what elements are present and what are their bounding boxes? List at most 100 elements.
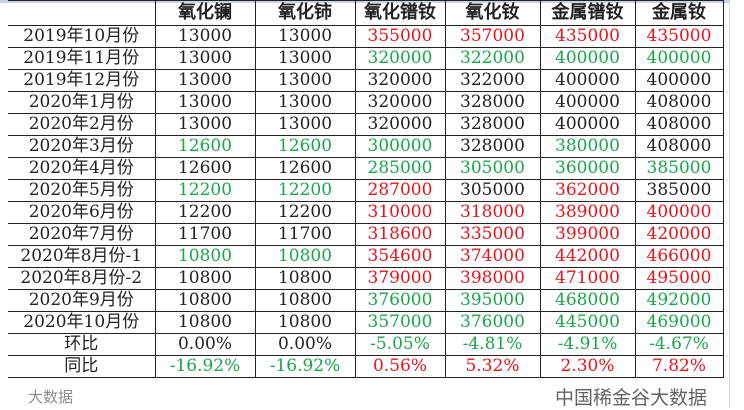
price-cell[interactable]: -4.67% xyxy=(634,333,724,356)
price-cell[interactable]: 10800 xyxy=(254,311,356,334)
price-cell[interactable]: 12200 xyxy=(154,179,256,202)
row-label[interactable]: 2020年8月份-2 xyxy=(8,267,156,290)
price-cell[interactable]: 471000 xyxy=(539,267,636,290)
row-label[interactable]: 2020年1月份 xyxy=(8,91,156,114)
row-label[interactable]: 2020年10月份 xyxy=(8,311,156,334)
price-cell[interactable]: 389000 xyxy=(539,201,636,224)
price-cell[interactable]: 376000 xyxy=(354,289,446,312)
column-header[interactable]: 氧化镧 xyxy=(154,0,256,26)
price-cell[interactable]: 400000 xyxy=(539,69,636,92)
price-cell[interactable]: 13000 xyxy=(154,69,256,92)
price-cell[interactable]: 320000 xyxy=(354,69,446,92)
column-header[interactable]: 氧化镨钕 xyxy=(354,0,446,26)
price-cell[interactable]: 399000 xyxy=(539,223,636,246)
price-cell[interactable]: 0.00% xyxy=(254,333,356,356)
price-cell[interactable]: 320000 xyxy=(354,47,446,70)
price-cell[interactable]: 322000 xyxy=(444,47,541,70)
price-cell[interactable]: 10800 xyxy=(154,245,256,268)
price-cell[interactable]: -16.92% xyxy=(254,355,356,378)
price-cell[interactable]: 355000 xyxy=(354,25,446,48)
price-cell[interactable]: 12200 xyxy=(254,179,356,202)
price-cell[interactable]: 13000 xyxy=(154,91,256,114)
price-cell[interactable]: 328000 xyxy=(444,91,541,114)
price-cell[interactable]: 495000 xyxy=(634,267,724,290)
price-cell[interactable]: 357000 xyxy=(354,311,446,334)
price-cell[interactable]: 400000 xyxy=(539,47,636,70)
price-cell[interactable]: 10800 xyxy=(254,245,356,268)
column-header[interactable]: 金属镨钕 xyxy=(539,0,636,26)
price-cell[interactable]: 408000 xyxy=(634,113,724,136)
price-cell[interactable]: 12600 xyxy=(254,157,356,180)
price-cell[interactable]: 287000 xyxy=(354,179,446,202)
price-cell[interactable]: 360000 xyxy=(539,157,636,180)
row-label[interactable]: 2020年8月份-1 xyxy=(8,245,156,268)
price-cell[interactable]: 354600 xyxy=(354,245,446,268)
price-cell[interactable]: 385000 xyxy=(634,157,724,180)
price-cell[interactable]: 445000 xyxy=(539,311,636,334)
price-cell[interactable]: 379000 xyxy=(354,267,446,290)
price-cell[interactable]: 7.82% xyxy=(634,355,724,378)
price-cell[interactable]: 10800 xyxy=(154,311,256,334)
price-cell[interactable]: 11700 xyxy=(254,223,356,246)
price-cell[interactable]: 357000 xyxy=(444,25,541,48)
price-cell[interactable]: 466000 xyxy=(634,245,724,268)
row-label[interactable]: 2020年9月份 xyxy=(8,289,156,312)
price-cell[interactable]: 10800 xyxy=(254,267,356,290)
price-cell[interactable]: -16.92% xyxy=(154,355,256,378)
price-cell[interactable]: 285000 xyxy=(354,157,446,180)
price-cell[interactable]: 12600 xyxy=(254,135,356,158)
price-cell[interactable]: 13000 xyxy=(154,47,256,70)
row-label[interactable]: 2019年10月份 xyxy=(8,25,156,48)
price-cell[interactable]: 408000 xyxy=(634,91,724,114)
price-cell[interactable]: 12600 xyxy=(154,135,256,158)
column-header[interactable]: 氧化钕 xyxy=(444,0,541,26)
price-cell[interactable]: 320000 xyxy=(354,91,446,114)
row-label[interactable]: 同比 xyxy=(8,355,156,378)
column-header[interactable]: 金属钕 xyxy=(634,0,724,26)
price-cell[interactable]: 376000 xyxy=(444,311,541,334)
row-label[interactable]: 2020年6月份 xyxy=(8,201,156,224)
price-cell[interactable]: 0.56% xyxy=(354,355,446,378)
price-cell[interactable]: 335000 xyxy=(444,223,541,246)
price-cell[interactable]: 318000 xyxy=(444,201,541,224)
price-cell[interactable]: 13000 xyxy=(154,25,256,48)
price-cell[interactable]: 442000 xyxy=(539,245,636,268)
price-cell[interactable]: 10800 xyxy=(154,289,256,312)
price-cell[interactable]: 10800 xyxy=(154,267,256,290)
price-cell[interactable]: 0.00% xyxy=(154,333,256,356)
price-cell[interactable]: 305000 xyxy=(444,179,541,202)
column-header[interactable] xyxy=(8,0,156,26)
price-cell[interactable]: 5.32% xyxy=(444,355,541,378)
price-cell[interactable]: 398000 xyxy=(444,267,541,290)
price-cell[interactable]: 305000 xyxy=(444,157,541,180)
price-cell[interactable]: 492000 xyxy=(634,289,724,312)
row-label[interactable]: 2020年4月份 xyxy=(8,157,156,180)
price-cell[interactable]: 310000 xyxy=(354,201,446,224)
price-cell[interactable]: 435000 xyxy=(539,25,636,48)
price-cell[interactable]: 469000 xyxy=(634,311,724,334)
price-cell[interactable]: 380000 xyxy=(539,135,636,158)
price-cell[interactable]: 435000 xyxy=(634,25,724,48)
row-label[interactable]: 2020年2月份 xyxy=(8,113,156,136)
price-cell[interactable]: 468000 xyxy=(539,289,636,312)
row-label[interactable]: 2019年11月份 xyxy=(8,47,156,70)
price-cell[interactable]: 400000 xyxy=(634,201,724,224)
price-cell[interactable]: 395000 xyxy=(444,289,541,312)
price-cell[interactable]: 13000 xyxy=(254,91,356,114)
price-cell[interactable]: -5.05% xyxy=(354,333,446,356)
price-cell[interactable]: 420000 xyxy=(634,223,724,246)
price-cell[interactable]: 400000 xyxy=(634,47,724,70)
price-cell[interactable]: 400000 xyxy=(634,69,724,92)
price-cell[interactable]: 385000 xyxy=(634,179,724,202)
price-cell[interactable]: 13000 xyxy=(254,25,356,48)
price-cell[interactable]: 374000 xyxy=(444,245,541,268)
column-header[interactable]: 氧化铈 xyxy=(254,0,356,26)
price-cell[interactable]: 11700 xyxy=(154,223,256,246)
price-cell[interactable]: 13000 xyxy=(254,47,356,70)
price-cell[interactable]: 328000 xyxy=(444,135,541,158)
price-cell[interactable]: 408000 xyxy=(634,135,724,158)
price-cell[interactable]: 400000 xyxy=(539,91,636,114)
price-cell[interactable]: 362000 xyxy=(539,179,636,202)
price-cell[interactable]: 13000 xyxy=(154,113,256,136)
row-label[interactable]: 2020年5月份 xyxy=(8,179,156,202)
